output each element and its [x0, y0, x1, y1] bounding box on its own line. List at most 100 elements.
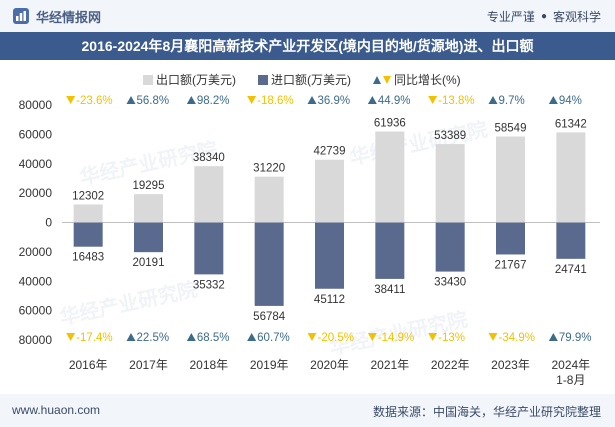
chart-title: 2016-2024年8月襄阳高新技术产业开发区(境内目的地/货源地)进、出口额 [0, 32, 615, 60]
export-bar [194, 166, 224, 223]
x-tick-label: 2018年 [189, 358, 228, 372]
import-yoy-label: -20.5% [318, 332, 354, 344]
import-yoy-label: -14.9% [378, 332, 414, 344]
import-yoy-down-icon [428, 333, 438, 341]
x-tick-label: 2024年 [551, 358, 590, 372]
x-tick-label: 2017年 [129, 358, 168, 372]
y-tick-label: 60000 [19, 304, 53, 318]
export-yoy-down-icon [247, 96, 257, 104]
import-yoy-label: 60.7% [257, 332, 290, 344]
export-yoy-label: 36.9% [318, 95, 351, 107]
export-yoy-down-icon [66, 96, 76, 104]
import-yoy-down-icon [66, 333, 76, 341]
import-value-label: 35332 [193, 279, 225, 291]
export-bar [315, 159, 344, 223]
footer: www.huaon.com 数据来源：中国海关，华经产业研究院整理 [0, 394, 615, 427]
import-value-label: 16483 [72, 252, 104, 264]
export-yoy-up-icon [126, 96, 136, 104]
export-yoy-label: -23.6% [76, 95, 112, 107]
export-bar [375, 131, 405, 223]
import-value-label: 38411 [374, 284, 405, 296]
import-yoy-label: 22.5% [137, 332, 170, 344]
export-bar [134, 194, 163, 223]
legend-swatch-0 [143, 75, 153, 85]
export-bar [556, 132, 586, 223]
export-bar [496, 136, 525, 223]
import-yoy-down-icon [367, 333, 377, 341]
legend-up-icon [373, 76, 381, 84]
import-bar [556, 222, 586, 259]
footer-url[interactable]: www.huaon.com [12, 403, 101, 417]
import-value-label: 56784 [253, 311, 286, 323]
import-yoy-label: 68.5% [197, 332, 230, 344]
y-tick-label: 20000 [19, 245, 53, 259]
x-tick-label: 2022年 [431, 358, 470, 372]
import-yoy-label: 79.9% [559, 332, 592, 344]
import-bar [435, 222, 465, 272]
import-yoy-label: -17.4% [76, 332, 112, 344]
export-yoy-label: 94% [559, 95, 582, 107]
import-bar [134, 222, 163, 253]
top-bar: 华经情报网 专业严谨 ● 客观科学 [0, 0, 615, 32]
legend-label-1: 进口额(万美元) [271, 73, 351, 87]
export-bar [254, 176, 284, 223]
import-bar [375, 222, 405, 279]
export-yoy-down-icon [428, 96, 438, 104]
tagline: 专业严谨 ● 客观科学 [487, 8, 601, 25]
export-value-label: 58549 [495, 123, 527, 135]
export-value-label: 31220 [253, 163, 285, 175]
import-yoy-up-icon [247, 333, 257, 341]
x-tick-label: 1-8月 [556, 373, 585, 387]
x-tick-label: 2019年 [250, 358, 289, 372]
import-bar [194, 222, 224, 275]
export-yoy-label: -18.6% [257, 95, 293, 107]
footer-source: 数据来源：中国海关，华经产业研究院整理 [372, 405, 601, 419]
legend-down-icon [383, 76, 391, 84]
watermark-text: 华经产业研究院 [58, 277, 200, 330]
tagline-2: 客观科学 [552, 10, 601, 24]
export-value-label: 42739 [314, 146, 346, 158]
y-tick-label: 40000 [19, 157, 53, 171]
watermark-text: 华经产业研究院 [348, 117, 490, 170]
tagline-1: 专业严谨 [486, 10, 535, 24]
import-value-label: 20191 [133, 257, 165, 269]
export-value-label: 12302 [72, 190, 104, 202]
export-yoy-up-icon [548, 96, 558, 104]
import-yoy-up-icon [126, 333, 136, 341]
export-yoy-up-icon [367, 96, 377, 104]
export-bar [73, 204, 103, 223]
y-tick-label: 0 [45, 216, 52, 230]
import-yoy-label: -13% [438, 332, 465, 344]
export-value-label: 19295 [133, 180, 165, 192]
brand-name: 华经情报网 [36, 9, 102, 25]
legend-label-2: 同比增长(%) [394, 73, 461, 87]
import-value-label: 21767 [495, 259, 527, 271]
y-tick-label: 20000 [19, 186, 53, 200]
import-bar [496, 222, 525, 255]
x-tick-label: 2023年 [491, 358, 530, 372]
x-tick-label: 2020年 [310, 358, 349, 372]
import-yoy-up-icon [548, 333, 558, 341]
import-value-label: 24741 [555, 264, 587, 276]
export-yoy-up-icon [307, 96, 317, 104]
legend-label-0: 出口额(万美元) [156, 73, 236, 87]
export-value-label: 61342 [555, 118, 587, 130]
import-bar [73, 222, 103, 247]
brand[interactable]: 华经情报网 [12, 7, 101, 25]
export-bar [435, 144, 465, 223]
import-bar [254, 222, 284, 306]
y-tick-label: 80000 [19, 98, 53, 112]
export-yoy-label: -13.8% [438, 95, 474, 107]
import-yoy-down-icon [488, 333, 498, 341]
legend-swatch-1 [258, 75, 268, 85]
y-tick-label: 40000 [19, 274, 53, 288]
export-value-label: 38340 [193, 152, 225, 164]
x-tick-label: 2021年 [370, 358, 409, 372]
export-value-label: 53389 [434, 130, 466, 142]
export-yoy-label: 98.2% [197, 95, 230, 107]
export-yoy-up-icon [488, 96, 498, 104]
x-tick-label: 2016年 [69, 358, 108, 372]
export-yoy-up-icon [186, 96, 196, 104]
import-bar [315, 222, 344, 289]
